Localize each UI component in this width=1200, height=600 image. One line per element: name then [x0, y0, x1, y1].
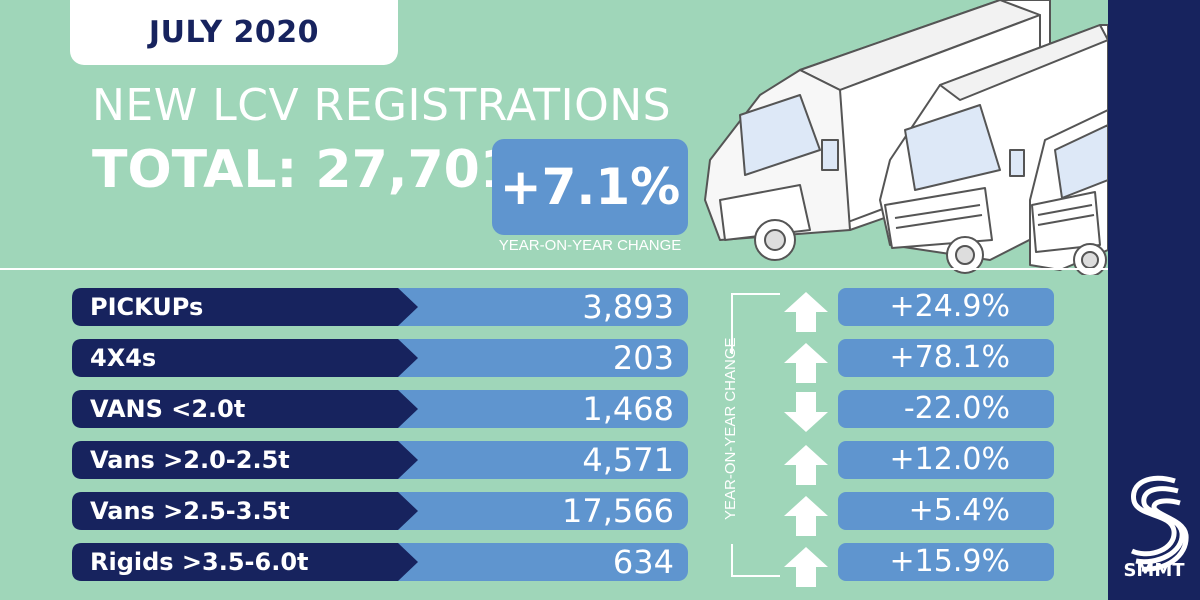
label-tag: 4X4s	[72, 339, 418, 377]
date-text: JULY 2020	[148, 15, 320, 50]
vehicles-svg	[704, 0, 1108, 275]
brand-strip	[1108, 0, 1200, 600]
change-badge: +78.1%	[838, 339, 1054, 377]
arrow-up-icon	[784, 445, 828, 485]
yoy-side-label: YEAR-ON-YEAR CHANGE	[722, 337, 739, 520]
category-label: Vans >2.0-2.5t	[90, 446, 290, 474]
arrow-up-icon	[784, 547, 828, 587]
total-registrations: TOTAL: 27,701	[92, 140, 517, 200]
category-row-vans-2-2-5t: Vans >2.0-2.5t 4,571	[72, 441, 688, 479]
label-tag-shape	[72, 543, 418, 581]
change-badge: +12.0%	[838, 441, 1054, 479]
label-tag-shape	[72, 492, 418, 530]
label-tag-shape	[72, 288, 418, 326]
yoy-bracket	[731, 293, 780, 577]
brand-name: SMMT	[1123, 560, 1185, 581]
category-label: VANS <2.0t	[90, 395, 246, 423]
category-value: 1,468	[582, 390, 674, 428]
label-tag-shape	[72, 390, 418, 428]
category-label: 4X4s	[90, 344, 157, 372]
label-tag-shape	[72, 441, 418, 479]
category-row-vans-lt-2t: VANS <2.0t 1,468	[72, 390, 688, 428]
headline: NEW LCV REGISTRATIONS	[92, 80, 672, 131]
date-badge: JULY 2020	[70, 0, 398, 65]
category-label: Rigids >3.5-6.0t	[90, 548, 309, 576]
category-value: 203	[612, 339, 674, 377]
label-tag: Rigids >3.5-6.0t	[72, 543, 418, 581]
category-row-pickups: PICKUPs 3,893	[72, 288, 688, 326]
category-label: Vans >2.5-3.5t	[90, 497, 290, 525]
category-row-vans-2-5-3-5t: Vans >2.5-3.5t 17,566	[72, 492, 688, 530]
change-badge: +24.9%	[838, 288, 1054, 326]
total-change-label: YEAR-ON-YEAR CHANGE	[498, 237, 682, 254]
category-value: 3,893	[582, 288, 674, 326]
divider-line	[0, 268, 1108, 270]
arrow-down-icon	[784, 392, 828, 432]
label-tag-shape	[72, 339, 418, 377]
category-value: 4,571	[582, 441, 674, 479]
arrow-up-icon	[784, 292, 828, 332]
label-tag: Vans >2.5-3.5t	[72, 492, 418, 530]
total-change-value: +7.1%	[499, 158, 681, 216]
total-change-badge: +7.1%	[492, 139, 688, 235]
smmt-logo-icon	[1130, 475, 1189, 572]
category-row-4x4s: 4X4s 203	[72, 339, 688, 377]
arrow-up-icon	[784, 343, 828, 383]
change-badge: -22.0%	[838, 390, 1054, 428]
label-tag: Vans >2.0-2.5t	[72, 441, 418, 479]
vehicle-illustration	[700, 0, 1108, 275]
change-badge: +15.9%	[838, 543, 1054, 581]
pickup-truck-icon	[1029, 109, 1108, 275]
category-label: PICKUPs	[90, 293, 204, 321]
label-tag: VANS <2.0t	[72, 390, 418, 428]
category-value: 634	[612, 543, 674, 581]
category-row-rigids: Rigids >3.5-6.0t 634	[72, 543, 688, 581]
category-value: 17,566	[562, 492, 674, 530]
label-tag: PICKUPs	[72, 288, 418, 326]
change-badge: +5.4%	[838, 492, 1054, 530]
arrow-up-icon	[784, 496, 828, 536]
